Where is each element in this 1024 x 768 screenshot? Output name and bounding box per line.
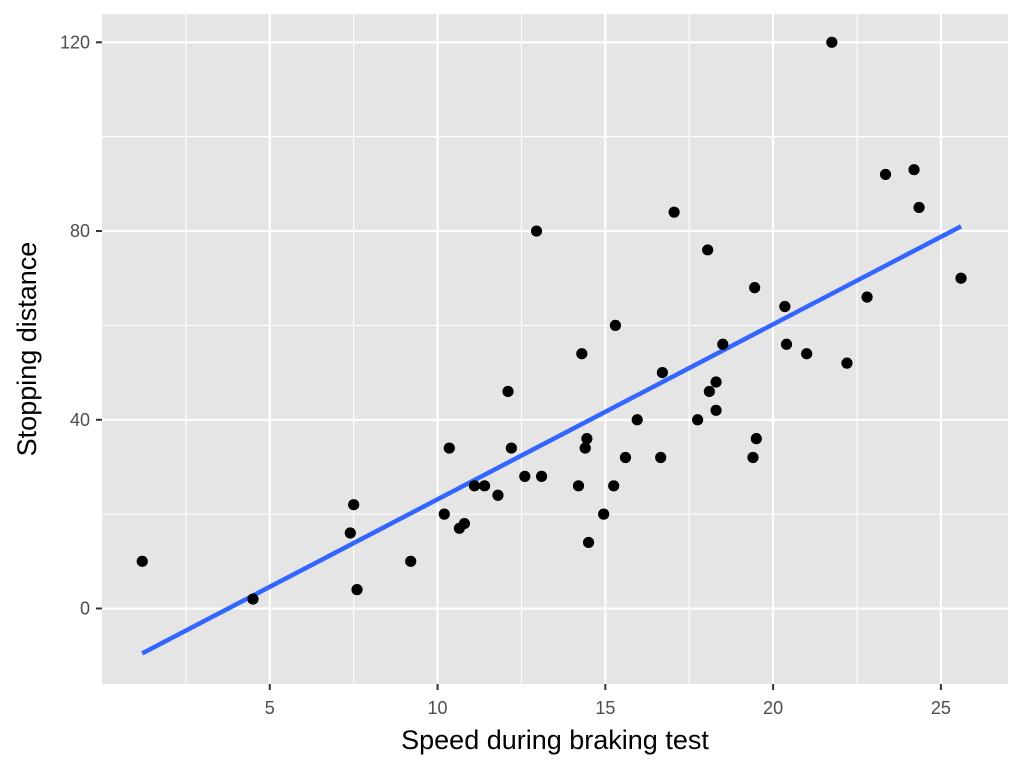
data-point [443, 442, 455, 454]
data-point [655, 451, 667, 464]
data-point [702, 244, 714, 256]
y-tick-label: 40 [70, 410, 90, 430]
y-tick-label: 120 [60, 32, 90, 52]
data-point [955, 272, 967, 284]
data-point [717, 338, 729, 350]
data-points [136, 36, 967, 605]
minor-gridlines [102, 14, 1008, 684]
data-point [581, 433, 593, 445]
x-axis-title: Speed during braking test [401, 725, 709, 755]
y-axis-title: Stopping distance [12, 242, 42, 457]
data-point [703, 385, 715, 398]
x-tick-label: 25 [931, 698, 951, 718]
data-point [502, 385, 514, 398]
data-point [344, 527, 356, 539]
data-point [136, 555, 148, 567]
data-point [779, 300, 791, 313]
major-gridlines [102, 14, 1008, 684]
data-point [750, 433, 762, 445]
x-tick-label: 15 [595, 698, 615, 718]
y-tick-label: 0 [80, 599, 90, 619]
data-point [861, 291, 873, 303]
data-point [692, 414, 704, 426]
data-point [535, 470, 548, 482]
data-point [609, 319, 622, 332]
x-axis-ticks: 5 10 15 20 25 [265, 684, 951, 718]
data-point [492, 489, 504, 501]
data-point [780, 338, 793, 350]
data-point [458, 517, 470, 530]
data-point [519, 470, 531, 482]
data-point [841, 357, 853, 369]
data-point [505, 442, 517, 454]
y-tick-label: 80 [70, 221, 90, 241]
data-point [579, 442, 591, 454]
plot-panel [102, 14, 1008, 684]
data-point [351, 584, 363, 596]
data-point [247, 593, 259, 605]
data-point [530, 225, 543, 237]
data-point [749, 282, 761, 294]
data-point [582, 536, 595, 549]
data-point [710, 404, 722, 416]
data-point [598, 508, 610, 520]
x-tick-label: 10 [428, 698, 448, 718]
regression-line [141, 224, 963, 656]
data-point [879, 168, 892, 181]
y-axis-ticks: 0 40 80 120 [60, 32, 102, 619]
data-point [668, 206, 680, 218]
data-point [826, 36, 838, 48]
data-point [801, 348, 813, 360]
data-point [631, 414, 643, 426]
data-point [710, 376, 722, 388]
data-point [913, 201, 925, 214]
data-point [438, 508, 450, 520]
x-tick-label: 20 [763, 698, 783, 718]
data-point [405, 555, 417, 567]
data-point [478, 480, 491, 492]
data-point [608, 480, 620, 492]
data-point [468, 480, 481, 492]
data-point [348, 499, 360, 511]
data-point [576, 348, 588, 360]
data-point [619, 451, 632, 464]
x-tick-label: 5 [265, 698, 275, 718]
data-point [747, 451, 759, 464]
data-point [908, 164, 920, 176]
data-point [656, 366, 668, 379]
data-point [572, 480, 585, 492]
